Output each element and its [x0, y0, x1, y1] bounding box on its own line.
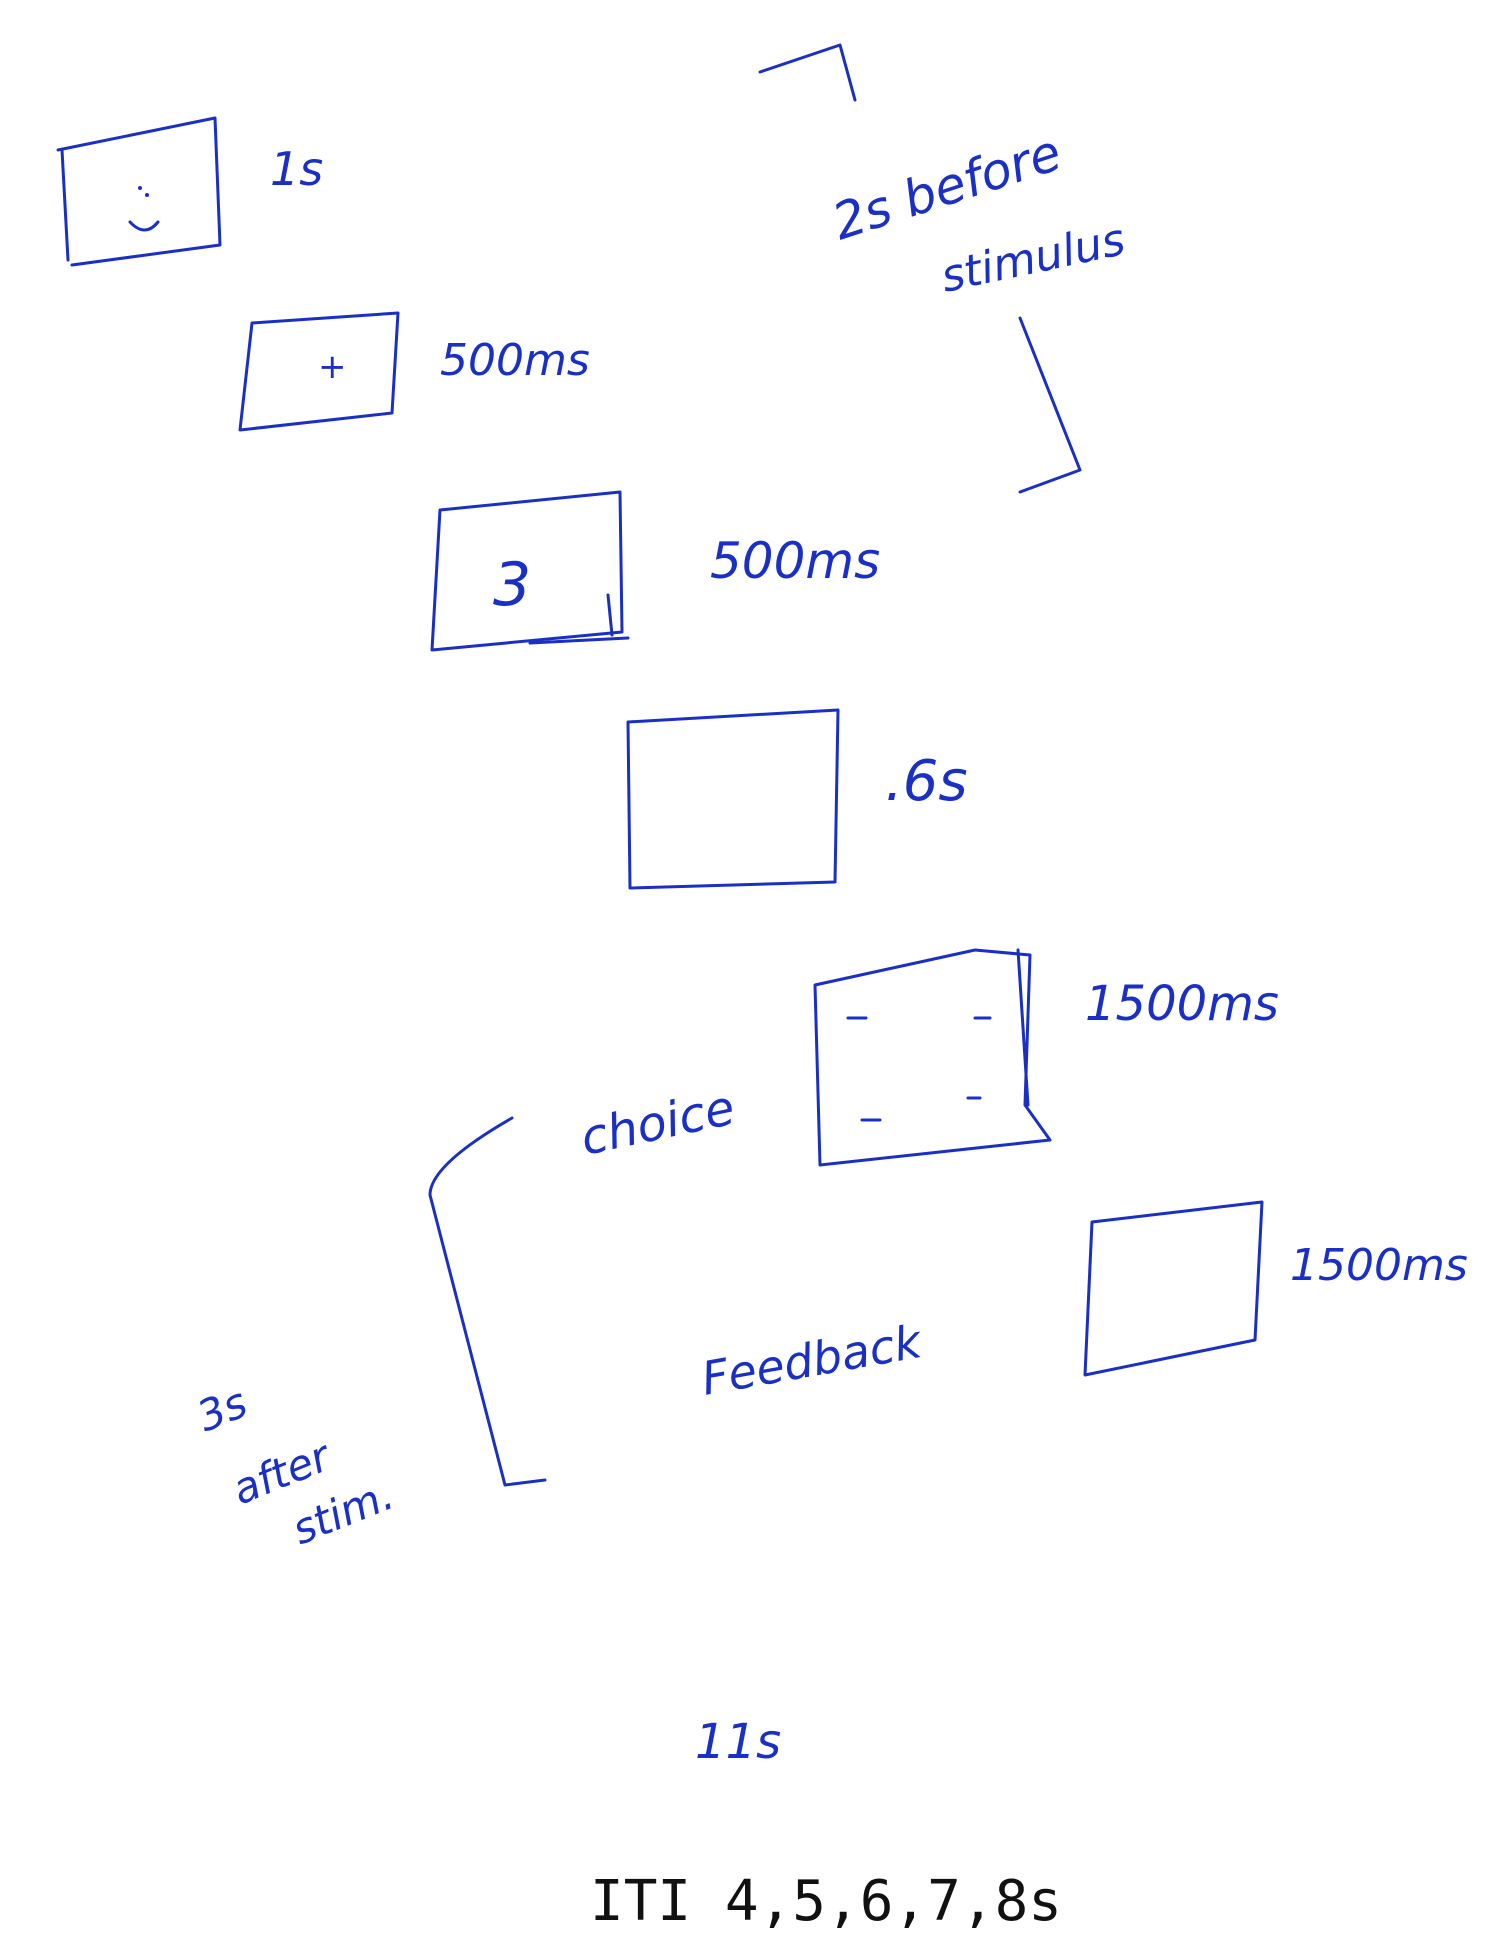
top-bracket [758, 43, 857, 102]
smiley-duration-label: 1s [270, 142, 323, 196]
iti-label: ITI 4,5,6,7,8s [590, 1869, 1062, 1934]
fixation-screen-box [238, 311, 400, 432]
stimulus-duration-label: .6s [885, 749, 968, 814]
after-stimulus-bracket [428, 1116, 547, 1487]
after-stim-text-1: 3s [190, 1378, 253, 1442]
fixation-duration-label: 500ms [440, 335, 590, 386]
stimulus-screen-box [626, 708, 840, 890]
smiley-face-icon [128, 186, 160, 232]
countdown-duration-label: 500ms [710, 532, 880, 590]
countdown-screen-box [430, 490, 630, 652]
fixation-symbol: + [318, 347, 347, 387]
feedback-duration-label: 1500ms [1290, 1240, 1468, 1291]
feedback-screen-box [1083, 1200, 1264, 1377]
before-stimulus-bracket [1018, 316, 1082, 494]
feedback-label: Feedback [698, 1314, 928, 1406]
before-stimulus-text-2: stimulus [937, 214, 1130, 303]
choice-label: choice [576, 1080, 740, 1167]
choice-screen-box [813, 948, 1052, 1167]
choice-duration-label: 1500ms [1085, 976, 1279, 1032]
countdown-number: 3 [493, 550, 531, 620]
total-duration-label: 11s [695, 1714, 781, 1770]
smiley-screen-box [56, 116, 222, 267]
